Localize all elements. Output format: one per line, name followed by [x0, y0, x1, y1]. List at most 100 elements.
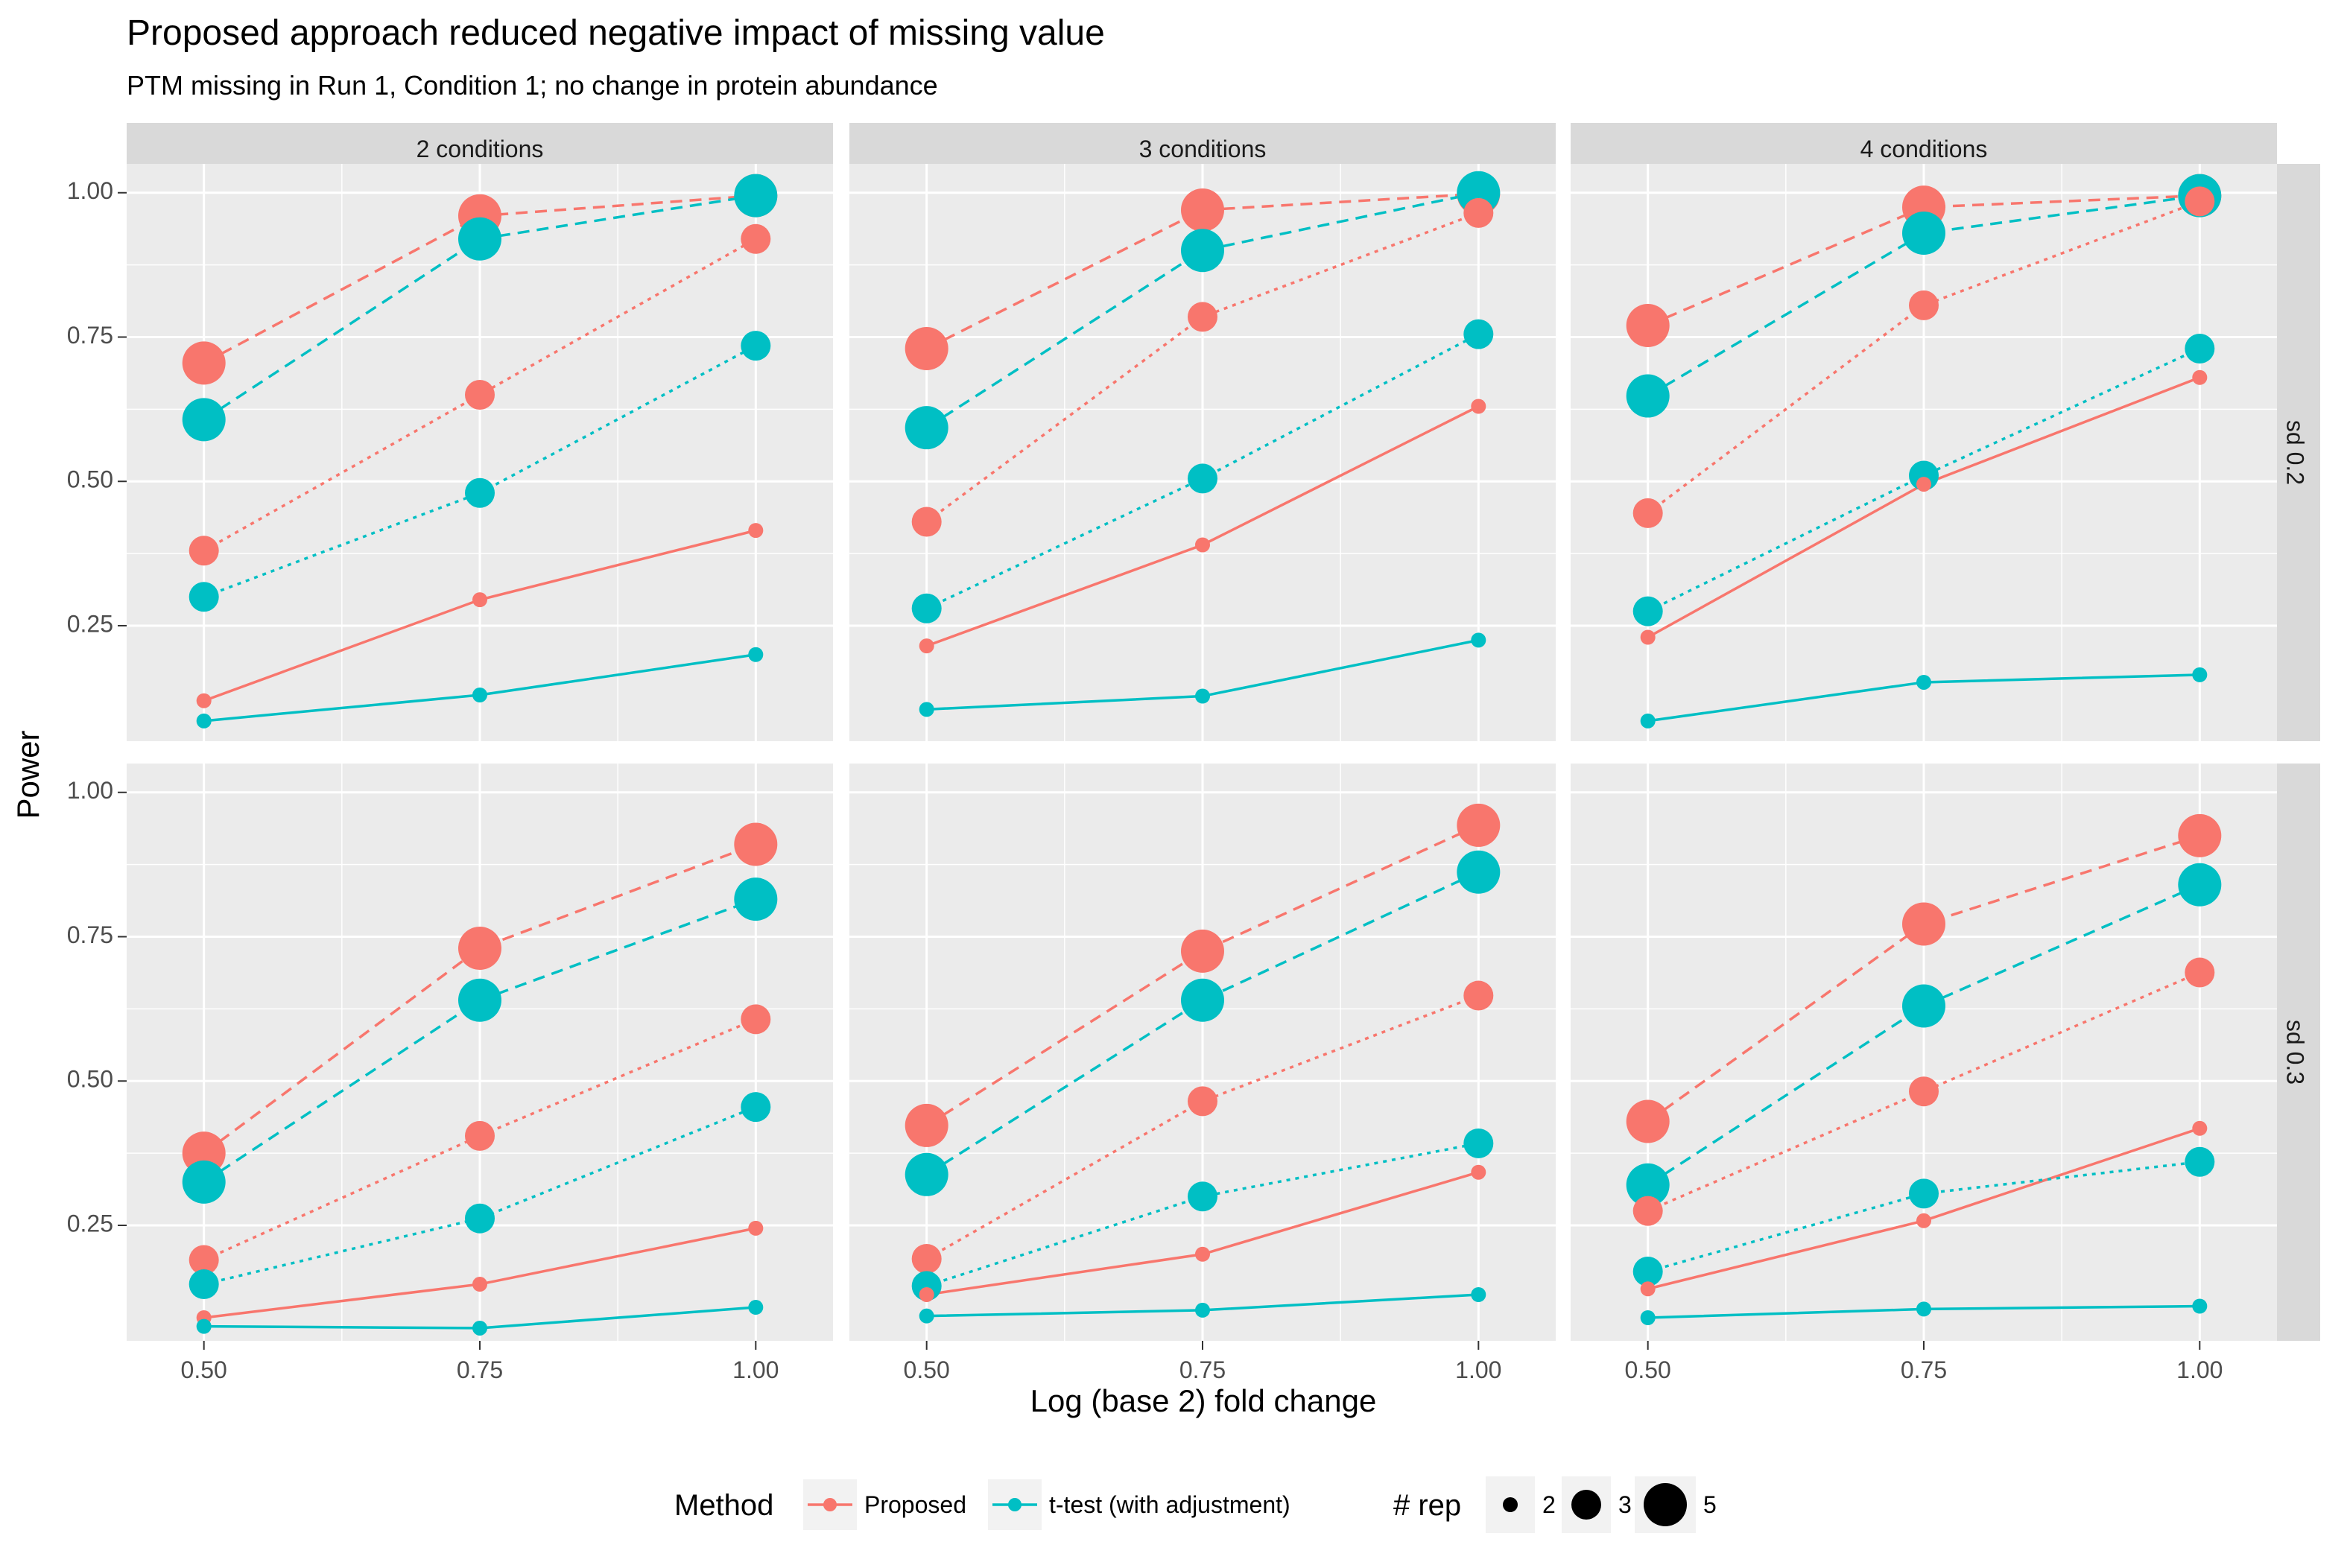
data-point-proposed-rep-2	[2192, 369, 2208, 385]
series-line-proposed-rep-5	[925, 192, 1479, 350]
data-point-proposed-rep-5	[1902, 902, 1945, 946]
x-axis-label: Log (base 2) fold change	[1030, 1383, 1377, 1418]
data-point-proposed-rep-2	[748, 1220, 764, 1236]
data-point-t-test-with-adjustment-rep-5	[1626, 374, 1670, 418]
data-point-proposed-rep-3	[911, 1243, 942, 1274]
legend-item-proposed: Proposed	[803, 1479, 966, 1530]
data-point-proposed-rep-3	[911, 507, 942, 537]
legend-key-point	[1008, 1498, 1022, 1511]
data-point-proposed-rep-5	[2178, 813, 2222, 857]
data-point-proposed-rep-3	[1632, 498, 1663, 528]
data-point-proposed-rep-3	[2185, 957, 2215, 988]
data-point-proposed-rep-3	[1909, 290, 1939, 320]
data-point-t-test-with-adjustment-rep-3	[1188, 463, 1217, 494]
data-point-t-test-with-adjustment-rep-3	[741, 1092, 771, 1123]
x-tick-label: 0.75	[457, 1356, 503, 1383]
data-point-t-test-with-adjustment-rep-3	[1463, 319, 1494, 349]
data-point-t-test-with-adjustment-rep-3	[741, 331, 771, 361]
data-point-t-test-with-adjustment-rep-5	[1181, 229, 1224, 273]
data-point-proposed-rep-5	[1457, 803, 1501, 847]
data-point-proposed-rep-5	[905, 1103, 948, 1147]
data-point-t-test-with-adjustment-rep-5	[1902, 984, 1945, 1028]
data-point-t-test-with-adjustment-rep-3	[911, 1271, 942, 1301]
x-tick-label: 0.50	[1625, 1356, 1671, 1383]
y-axis-label: Power	[10, 730, 45, 819]
column-strip-label: 3 conditions	[1139, 136, 1267, 162]
legend-size-point	[1571, 1490, 1601, 1520]
series-line-proposed-rep-3	[1647, 971, 2201, 1213]
x-tick-label: 0.50	[904, 1356, 950, 1383]
data-point-t-test-with-adjustment-rep-3	[189, 1269, 219, 1300]
data-point-t-test-with-adjustment-rep-2	[1195, 1302, 1210, 1318]
data-point-t-test-with-adjustment-rep-5	[734, 877, 778, 921]
x-tick-label: 1.00	[1455, 1356, 1501, 1383]
data-point-proposed-rep-3	[1632, 1196, 1663, 1226]
data-point-proposed-rep-5	[1626, 1099, 1670, 1143]
data-point-t-test-with-adjustment-rep-5	[905, 1152, 948, 1196]
data-point-proposed-rep-2	[1471, 399, 1486, 414]
panel-4-conditions-sd-0-2	[1571, 164, 2277, 741]
data-point-proposed-rep-2	[472, 592, 487, 608]
data-point-t-test-with-adjustment-rep-2	[748, 1300, 764, 1315]
data-point-t-test-with-adjustment-rep-5	[1902, 212, 1945, 255]
data-point-proposed-rep-3	[2185, 186, 2215, 217]
x-tick-label: 0.75	[1901, 1356, 1947, 1383]
data-point-proposed-rep-2	[1640, 629, 1656, 645]
row-strip-label: sd 0.3	[2282, 1020, 2309, 1085]
data-point-t-test-with-adjustment-rep-2	[1640, 1310, 1656, 1325]
legend-label: 3	[1618, 1491, 1632, 1518]
data-point-proposed-rep-3	[741, 1004, 771, 1035]
data-point-t-test-with-adjustment-rep-2	[1640, 713, 1656, 729]
data-point-proposed-rep-2	[1640, 1281, 1656, 1297]
data-point-proposed-rep-3	[1463, 980, 1494, 1011]
data-point-t-test-with-adjustment-rep-3	[1909, 460, 1939, 491]
data-point-proposed-rep-5	[1626, 304, 1670, 347]
data-point-proposed-rep-2	[472, 1277, 487, 1292]
data-point-t-test-with-adjustment-rep-2	[1471, 632, 1486, 648]
data-point-proposed-rep-2	[1471, 1164, 1486, 1180]
data-point-proposed-rep-2	[748, 523, 764, 539]
legend-size-point	[1503, 1497, 1518, 1512]
data-point-t-test-with-adjustment-rep-2	[2192, 1298, 2208, 1314]
panel-4-conditions-sd-0-3	[1571, 764, 2277, 1341]
data-point-t-test-with-adjustment-rep-5	[734, 174, 778, 218]
series-line-t-test-with-adjustment-rep-3	[926, 1142, 1479, 1288]
legend-label: 2	[1542, 1491, 1556, 1518]
y-tick-label: 1.00	[67, 777, 113, 804]
data-point-proposed-rep-3	[465, 1120, 495, 1151]
data-point-t-test-with-adjustment-rep-5	[1457, 850, 1501, 894]
data-point-proposed-rep-5	[905, 327, 948, 370]
chart-subtitle: PTM missing in Run 1, Condition 1; no ch…	[127, 70, 938, 101]
legend-key-point	[823, 1498, 837, 1511]
panel-3-conditions-sd-0-2	[849, 164, 1556, 741]
data-point-proposed-rep-5	[1181, 929, 1224, 973]
data-point-proposed-rep-5	[458, 927, 501, 970]
data-point-proposed-rep-5	[182, 341, 226, 385]
data-point-proposed-rep-3	[189, 1245, 219, 1275]
data-point-proposed-rep-3	[1188, 1086, 1217, 1117]
data-point-t-test-with-adjustment-rep-2	[196, 1318, 212, 1334]
data-point-t-test-with-adjustment-rep-5	[2178, 863, 2222, 907]
data-point-t-test-with-adjustment-rep-3	[465, 1203, 495, 1234]
data-point-t-test-with-adjustment-rep-3	[1188, 1181, 1217, 1212]
y-tick-label: 0.25	[67, 610, 113, 637]
data-point-t-test-with-adjustment-rep-3	[2185, 334, 2215, 364]
column-strip-label: 2 conditions	[416, 136, 544, 162]
data-point-t-test-with-adjustment-rep-3	[911, 593, 942, 623]
data-point-t-test-with-adjustment-rep-3	[189, 582, 219, 612]
data-point-t-test-with-adjustment-rep-3	[1909, 1178, 1939, 1209]
data-point-t-test-with-adjustment-rep-2	[1916, 674, 1931, 690]
chart-title: Proposed approach reduced negative impac…	[127, 13, 1105, 53]
data-point-t-test-with-adjustment-rep-3	[1632, 1257, 1663, 1286]
data-point-proposed-rep-3	[1463, 197, 1494, 228]
legend: Method Proposed t-test (with adjustment) # …	[674, 1476, 1717, 1533]
data-point-t-test-with-adjustment-rep-5	[905, 406, 948, 450]
data-point-proposed-rep-2	[1195, 537, 1210, 553]
x-tick-label: 1.00	[2176, 1356, 2223, 1383]
panel-3-conditions-sd-0-3	[849, 764, 1556, 1341]
data-point-proposed-rep-2	[1916, 1213, 1931, 1228]
y-tick-label: 0.75	[67, 322, 113, 349]
data-point-t-test-with-adjustment-rep-5	[458, 978, 501, 1022]
data-point-t-test-with-adjustment-rep-5	[1626, 1163, 1670, 1207]
